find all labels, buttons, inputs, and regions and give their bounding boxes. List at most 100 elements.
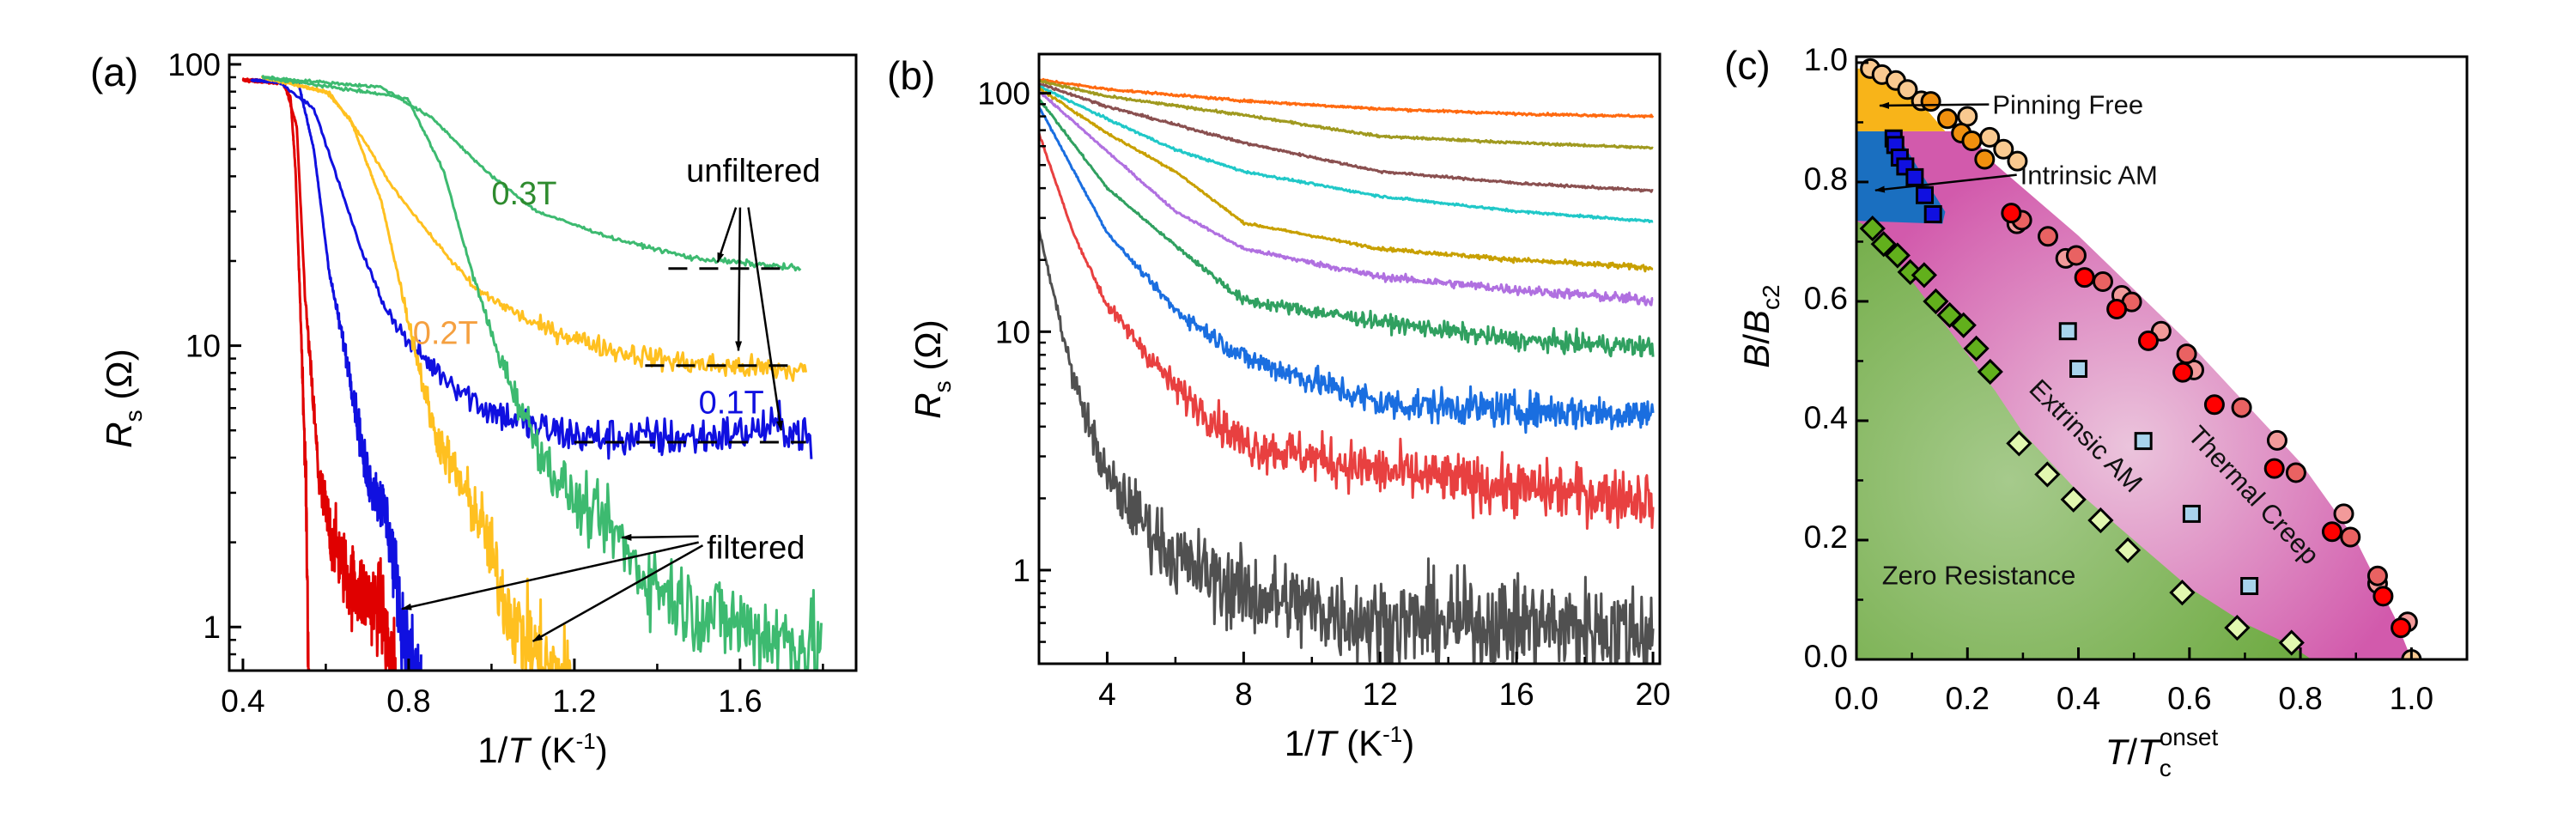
data-point-circle: [2092, 271, 2113, 293]
y-axis-label-part: B: [1736, 344, 1777, 368]
data-point-circle: [2321, 521, 2342, 543]
data-point-circle: [1937, 108, 1959, 130]
data-point-square: [1905, 167, 1924, 186]
plot-frame: [1855, 55, 2469, 661]
y-tick-label: 100: [167, 47, 221, 82]
annotation-arrow: [1874, 173, 2017, 193]
annotation-arrow: [532, 544, 704, 642]
data-point-square: [2240, 577, 2259, 596]
x-tick-label: 4: [1098, 677, 1116, 712]
annotation-label: filtered: [707, 530, 805, 566]
series-line: [1039, 132, 1655, 530]
y-axis-label-part: R: [908, 392, 948, 418]
y-tick-label: 1: [203, 610, 221, 645]
series-line-filtered: [260, 75, 572, 671]
x-tick-label: 0.4: [221, 683, 264, 719]
data-point-diamond: [2034, 461, 2061, 488]
annotation-arrow: [747, 207, 784, 432]
series-line-filtered: [241, 77, 397, 671]
annotation-arrow: [621, 533, 699, 541]
data-point-circle: [2001, 203, 2022, 224]
data-point-circle: [1961, 131, 1983, 152]
data-point-circle: [2391, 617, 2412, 639]
x-axis-label: 1/T (K-1): [477, 728, 607, 770]
data-point-diamond: [2169, 580, 2196, 606]
plot-area: [241, 75, 823, 671]
x-tick-label: 0.4: [2057, 681, 2100, 716]
data-point-circle: [2333, 503, 2354, 525]
x-tick-label: 16: [1499, 677, 1534, 712]
region-label: Pinning Free: [1992, 90, 2143, 120]
data-point-square: [2058, 322, 2077, 341]
data-point-circle: [2340, 526, 2361, 548]
x-axis-label-part: T: [2105, 732, 2130, 772]
x-axis-label-part: T: [507, 730, 532, 770]
x-axis-label-part: ): [596, 730, 608, 770]
y-axis-label-part: s: [120, 410, 147, 422]
data-point-diamond: [1911, 262, 1937, 288]
panel-a-label: (a): [90, 50, 138, 94]
x-axis-label-part: ): [1402, 723, 1414, 763]
x-axis-label-part: -1: [576, 728, 596, 754]
data-point-circle: [2172, 361, 2194, 383]
data-point-square: [2182, 504, 2201, 523]
x-axis-label-part: 1/: [477, 730, 507, 770]
data-point-circle: [2176, 343, 2197, 365]
x-axis-label-part: T: [1315, 723, 1340, 763]
panel-a-chart: 0.3T 0.2T 0.1T unfiltered filtered 0.4 0.8 1.2 1…: [99, 47, 858, 770]
x-axis-label-part: (K: [530, 730, 576, 770]
data-point-diamond: [1870, 231, 1897, 258]
x-axis-label: 1/T (K-1): [1285, 721, 1414, 763]
annotation-arrow: [401, 541, 699, 610]
data-point-diamond: [1977, 358, 2003, 386]
annotation-label: 0.2T: [413, 316, 478, 352]
data-point-diamond: [1923, 288, 1949, 315]
y-axis-label-part: s: [929, 380, 956, 392]
region-zero-resistance: [1856, 221, 2312, 659]
data-point-square: [2134, 432, 2153, 451]
panel-c-label: (c): [1724, 43, 1771, 88]
x-tick-label: 1.2: [552, 683, 596, 719]
y-axis-label: Rs (Ω): [908, 319, 956, 418]
x-axis-label-part: T: [2137, 732, 2162, 772]
x-tick-label: 0.0: [1834, 681, 1878, 716]
x-tick-label: 1.6: [718, 683, 762, 719]
y-axis-label: Rs (Ω): [99, 349, 147, 447]
data-point-diamond: [2060, 486, 2087, 513]
plot-area: [1039, 77, 1655, 664]
series-line-unfiltered: [262, 75, 802, 272]
annotation-arrow: [716, 207, 738, 264]
x-axis-label-part: /: [2127, 732, 2137, 772]
data-point-circle: [2203, 394, 2225, 416]
x-tick-label: 0.2: [1946, 681, 1990, 716]
x-tick-label: 8: [1235, 677, 1253, 712]
y-axis-label: B/Bc2: [1736, 284, 1784, 367]
y-tick-label: 0.0: [1804, 639, 1848, 674]
x-axis-label-part: -1: [1382, 721, 1402, 747]
data-point-diamond: [2224, 615, 2251, 641]
data-point-circle: [1920, 91, 1941, 112]
data-point-circle: [2037, 226, 2058, 247]
y-tick-label: 100: [977, 76, 1030, 112]
data-point-diamond: [1963, 335, 1990, 362]
y-axis-label-part: /: [1736, 334, 1777, 344]
series-line: [1039, 79, 1654, 150]
y-axis-label-part: c2: [1758, 284, 1784, 310]
panel-b-label: (b): [887, 53, 935, 98]
data-point-circle: [2366, 565, 2388, 586]
annotation-label: 0.3T: [491, 176, 556, 212]
data-point-diamond: [2278, 629, 2305, 656]
series-line: [1039, 77, 1655, 119]
annotation-label: 0.1T: [699, 385, 764, 421]
y-tick-label: 0.8: [1804, 161, 1848, 197]
y-axis-label-part: R: [99, 422, 139, 447]
y-axis-label-part: (Ω): [908, 319, 948, 380]
series-line: [1039, 98, 1655, 358]
y-tick-label: 10: [185, 329, 221, 364]
data-point-circle: [2231, 397, 2252, 418]
annotation-arrow: [735, 207, 743, 352]
y-tick-label: 1: [1012, 553, 1030, 588]
data-point-circle: [2372, 586, 2394, 607]
